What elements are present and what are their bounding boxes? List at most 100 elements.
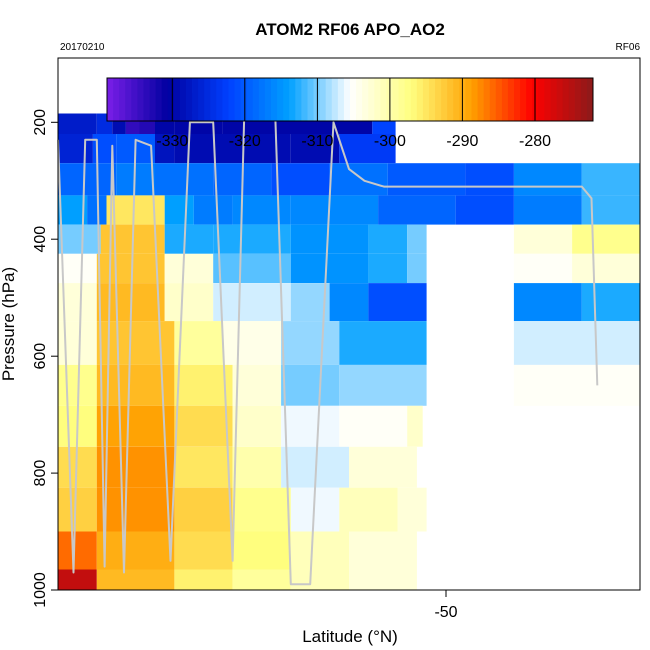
colorbar-segment: [471, 78, 478, 121]
colorbar-segment: [586, 78, 594, 121]
x-tick-label: -50: [434, 604, 457, 621]
colorbar-frame: [106, 77, 594, 122]
heatmap-cell: [349, 531, 417, 570]
heatmap-cell: [213, 253, 291, 283]
heatmap-cell: [290, 569, 349, 590]
colorbar-segment: [526, 78, 533, 121]
heatmap-cell: [174, 446, 233, 488]
heatmap-cell: [339, 487, 398, 532]
heatmap-cell: [58, 113, 97, 134]
colorbar: -330 -320 -310 -300 -290 -280: [106, 77, 594, 150]
colorbar-segment: [350, 78, 357, 121]
colorbar-segment: [356, 78, 363, 121]
heatmap-cell: [164, 253, 214, 283]
colorbar-segment: [283, 78, 290, 121]
colorbar-segment: [447, 78, 454, 121]
colorbar-segment: [277, 78, 284, 121]
colorbar-segment: [173, 78, 181, 121]
x-axis-label: Latitude (°N): [302, 627, 398, 646]
heatmap-cell: [572, 253, 640, 283]
colorbar-segment: [271, 78, 278, 121]
heatmap-cell: [58, 224, 101, 254]
heatmap-cell: [407, 405, 423, 447]
heatmap-cell: [290, 195, 379, 225]
colorbar-segment: [331, 78, 339, 121]
colorbar-segment: [185, 78, 193, 121]
heatmap-cell: [232, 364, 282, 406]
heatmap-cell: [387, 163, 466, 196]
colorbar-segment: [167, 78, 175, 121]
heatmap-cell: [155, 163, 214, 196]
heatmap-cell: [281, 364, 340, 406]
heatmap-cell: [455, 195, 514, 225]
heatmap-cell: [339, 405, 408, 447]
colorbar-segment: [179, 78, 187, 121]
colorbar-segment: [495, 78, 503, 121]
colorbar-segment: [204, 78, 211, 121]
colorbar-segment: [198, 78, 205, 121]
colorbar-segment: [240, 78, 248, 121]
heatmap-cell: [290, 253, 369, 283]
colorbar-segment: [465, 78, 472, 121]
heatmap-cell: [213, 283, 291, 322]
colorbar-tick-label: -330: [156, 133, 188, 150]
colorbar-segment: [119, 78, 126, 121]
heatmap-cell: [232, 446, 282, 488]
colorbar-segment: [514, 78, 521, 121]
colorbar-segment: [143, 78, 150, 121]
heatmap-cell: [581, 283, 640, 322]
heatmap-cell: [174, 321, 223, 365]
heatmap-cell: [397, 487, 427, 532]
heatmap-cell: [155, 134, 175, 164]
heatmap-cell: [58, 531, 97, 570]
axes: -50 200 400 600 800 1000: [32, 109, 458, 621]
flight-track: [57, 115, 599, 586]
heatmap-cell: [174, 405, 233, 447]
heatmap-cell: [96, 405, 175, 447]
colorbar-segment: [149, 78, 157, 121]
heatmap-cell: [96, 253, 165, 283]
heatmap-cell: [213, 224, 291, 254]
colorbar-segment: [234, 78, 242, 121]
colorbar-segment: [483, 78, 491, 121]
y-tick-label: 200: [32, 109, 49, 136]
heatmap-cell: [96, 569, 175, 590]
heatmap-cell: [407, 253, 427, 283]
heatmap-cell: [513, 195, 582, 225]
colorbar-segment: [380, 78, 387, 121]
colorbar-segment: [392, 78, 399, 121]
heatmap-cell: [58, 163, 117, 196]
colorbar-segment: [289, 78, 296, 121]
colorbar-segment: [489, 78, 497, 121]
heatmap-cell: [581, 163, 640, 196]
colorbar-segment: [252, 78, 260, 121]
flight-track-line: [57, 115, 599, 586]
colorbar-tick-label: -290: [446, 133, 478, 150]
colorbar-tick-label: -310: [301, 133, 333, 150]
heatmap-cell: [232, 531, 291, 570]
heatmap-cell: [281, 321, 340, 365]
heatmap-cell: [329, 283, 369, 322]
colorbar-tick-label: -280: [519, 133, 551, 150]
heatmap-cell: [174, 531, 233, 570]
colorbar-segment: [337, 78, 345, 121]
colorbar-segment: [410, 78, 418, 121]
colorbar-segment: [264, 78, 272, 121]
colorbar-segment: [113, 78, 120, 121]
colorbar-segment: [398, 78, 406, 121]
colorbar-segment: [574, 78, 582, 121]
y-axis-label: Pressure (hPa): [0, 267, 18, 381]
colorbar-segment: [258, 78, 266, 121]
colorbar-segment: [107, 78, 114, 121]
colorbar-segment: [507, 78, 515, 121]
colorbar-tick-label: -320: [229, 133, 261, 150]
colorbar-segment: [137, 78, 144, 121]
heatmap-cell: [193, 195, 233, 225]
colorbar-segment: [580, 78, 588, 121]
heatmap-cells: [58, 93, 640, 590]
colorbar-segment: [441, 78, 448, 121]
chart-title: ATOM2 RF06 APO_AO2: [255, 20, 445, 39]
heatmap-cell: [58, 134, 93, 164]
colorbar-segment: [422, 78, 430, 121]
